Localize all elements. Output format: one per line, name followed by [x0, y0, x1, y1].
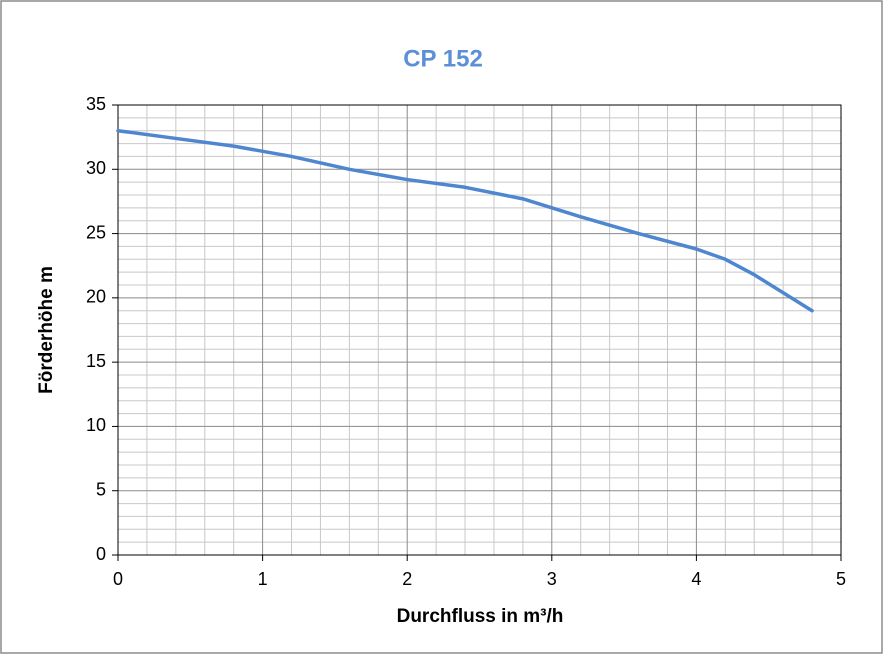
y-tick-label: 0 [96, 544, 106, 564]
x-axis-label: Durchfluss in m³/h [397, 606, 564, 627]
x-tick-label: 4 [691, 569, 701, 589]
x-tick-label: 3 [547, 569, 557, 589]
y-tick-label: 35 [86, 94, 106, 114]
x-tick-label: 1 [258, 569, 268, 589]
x-tick-label: 0 [113, 569, 123, 589]
data-line [116, 128, 814, 313]
plot-frame [117, 104, 842, 556]
y-tick-label: 15 [86, 351, 106, 371]
y-tick-label: 30 [86, 158, 106, 178]
y-tick-label: 20 [86, 287, 106, 307]
x-tick-label: 5 [836, 569, 846, 589]
y-tick-label: 10 [86, 415, 106, 435]
y-tick-label: 25 [86, 222, 106, 242]
chart-title: CP 152 [403, 45, 483, 72]
y-axis-label: Förderhöhe m [36, 266, 57, 394]
x-tick-label: 2 [402, 569, 412, 589]
y-tick-label: 5 [96, 479, 106, 499]
